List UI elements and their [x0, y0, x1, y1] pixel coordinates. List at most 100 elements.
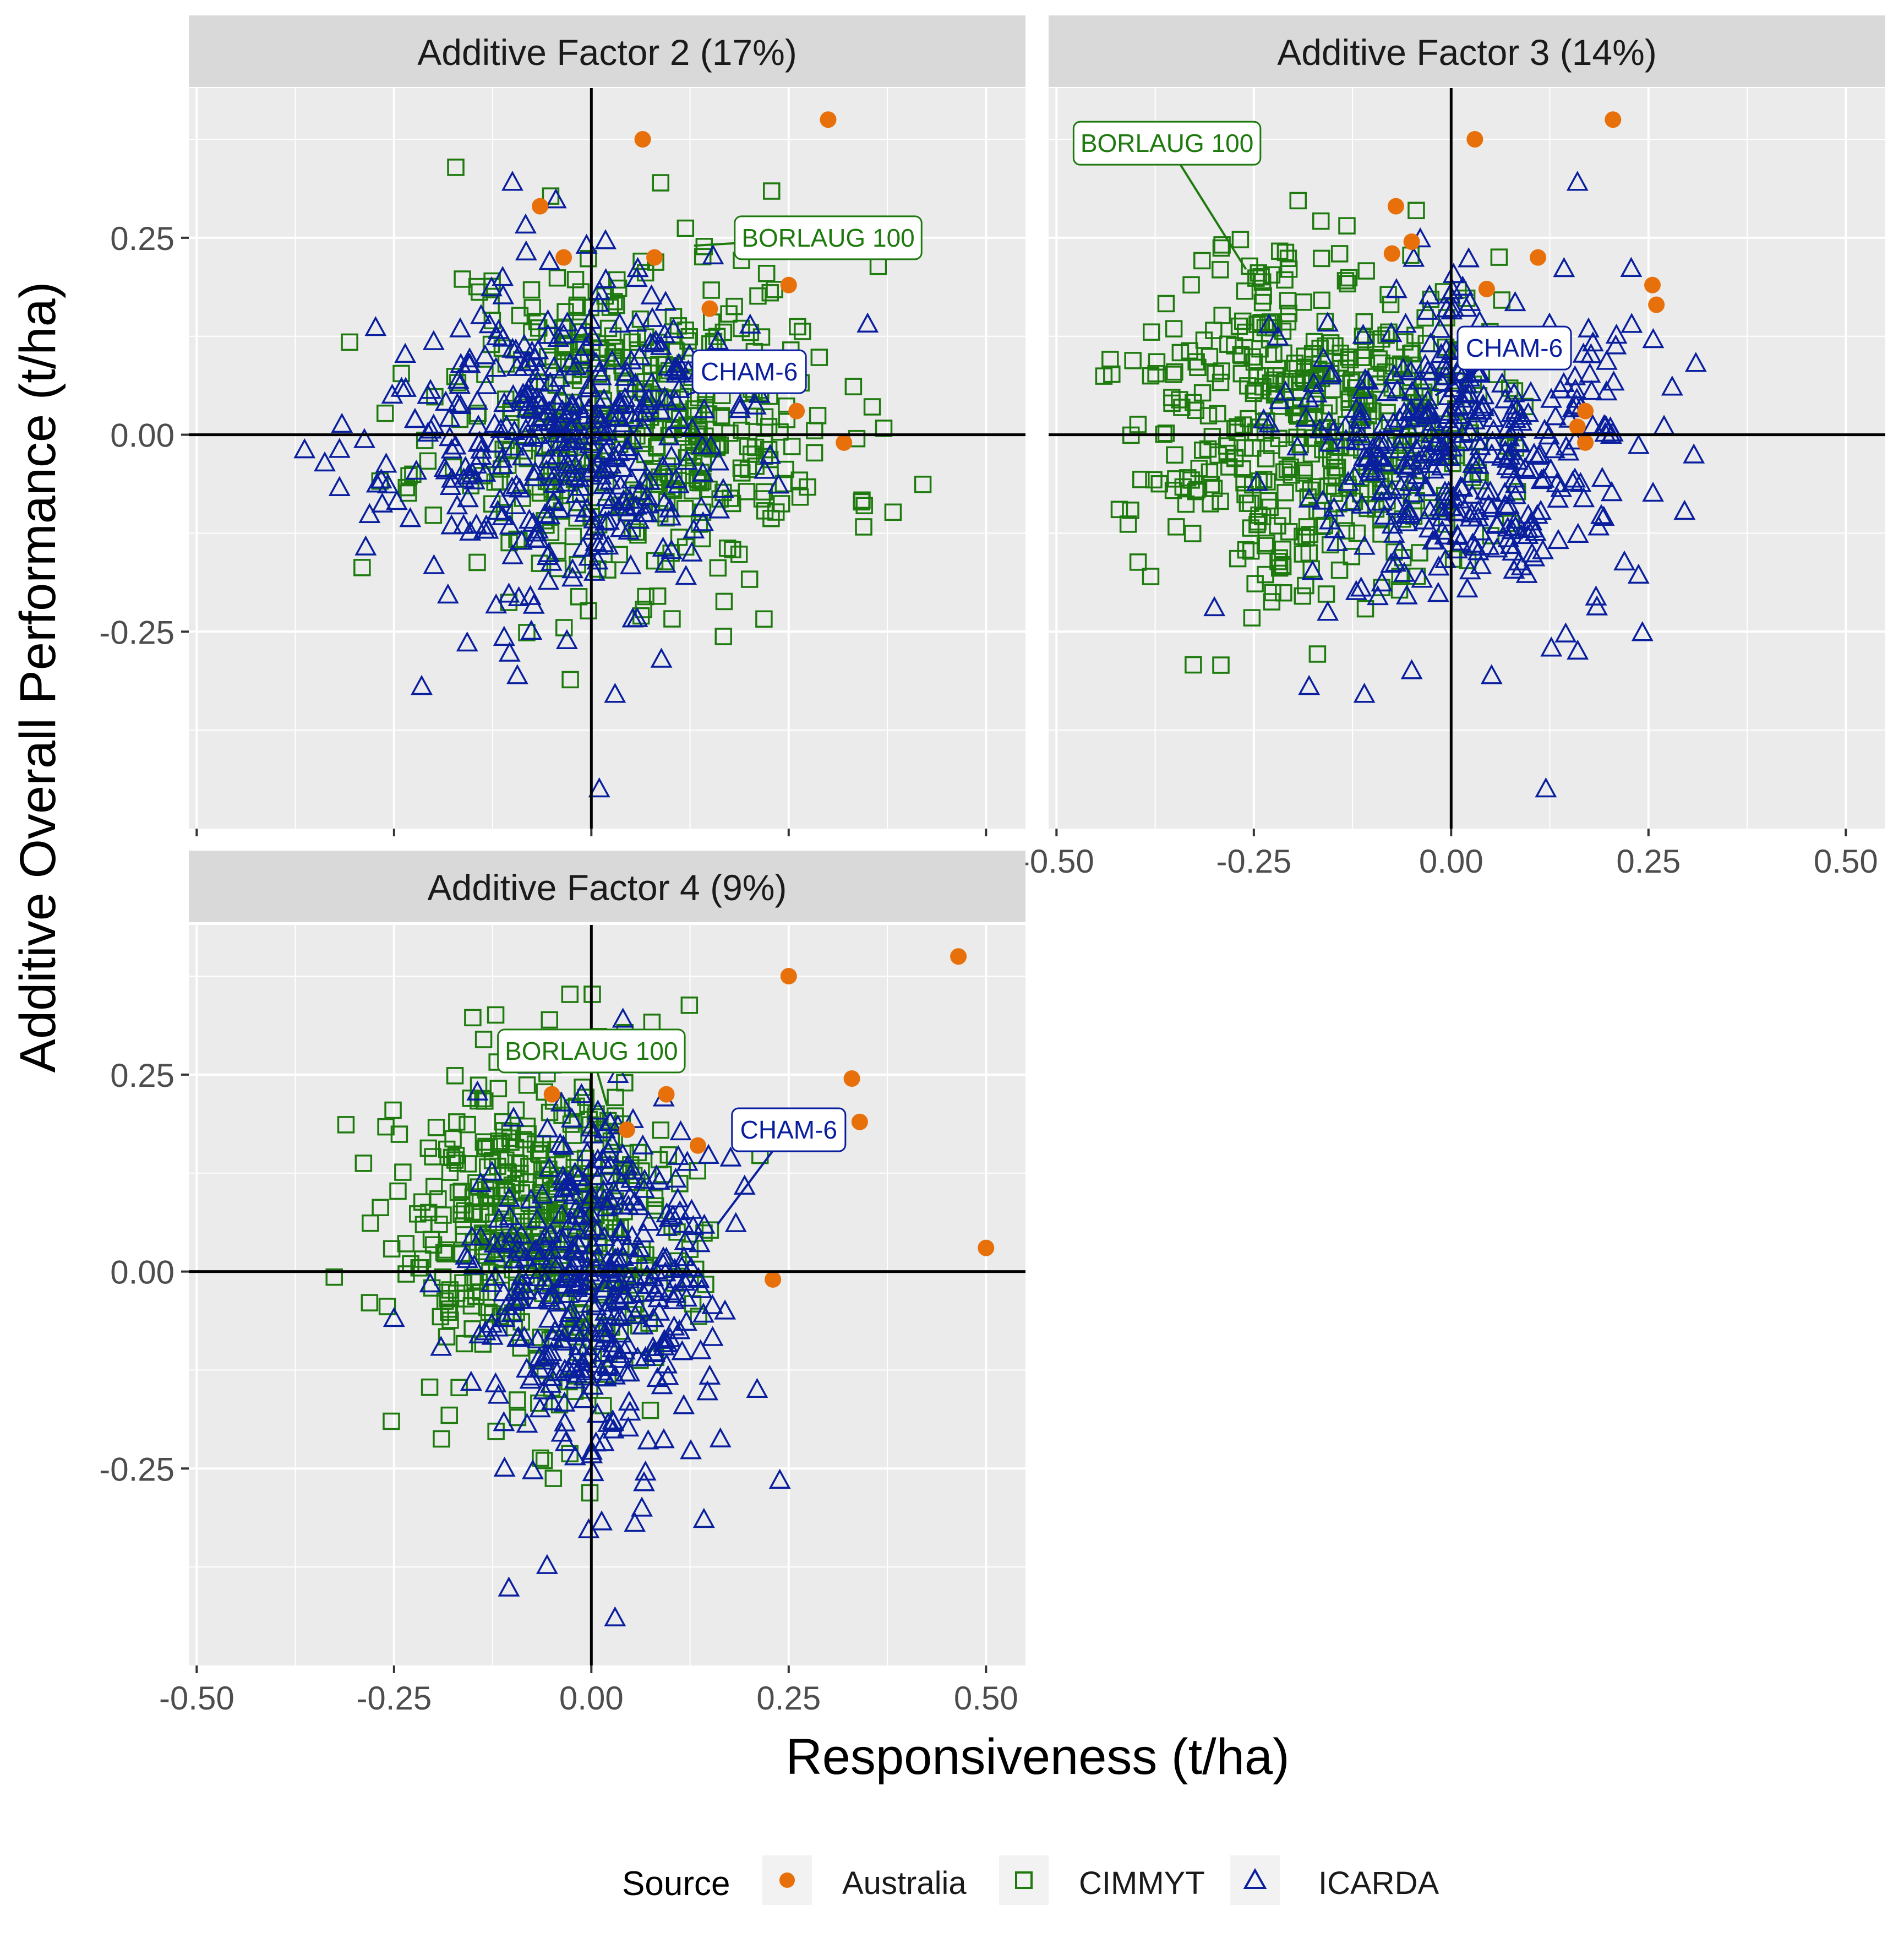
icarda-point	[1415, 476, 1438, 496]
cimmyt-point	[1269, 517, 1286, 535]
icarda-point	[600, 407, 623, 427]
icarda-point	[1382, 411, 1405, 432]
icarda-point	[744, 394, 767, 415]
cimmyt-point	[601, 1212, 619, 1231]
australia-point	[1478, 280, 1495, 297]
cimmyt-point	[1195, 331, 1213, 349]
cimmyt-point	[528, 313, 546, 330]
icarda-point	[582, 1374, 604, 1395]
icarda-point	[1390, 428, 1412, 449]
legend-entry-australia: Australia	[762, 1855, 967, 1905]
cimmyt-point	[700, 405, 718, 423]
icarda-point	[1352, 323, 1374, 344]
icarda-point	[417, 384, 439, 404]
icarda-point	[555, 629, 578, 650]
cimmyt-point	[690, 1308, 707, 1325]
australia-point	[820, 111, 837, 128]
cimmyt-point	[424, 1236, 443, 1254]
icarda-point	[519, 1369, 542, 1389]
icarda-point	[664, 1167, 687, 1188]
icarda-point	[719, 1146, 742, 1167]
icarda-point	[1317, 601, 1339, 621]
cimmyt-point	[372, 1199, 389, 1216]
icarda-point	[531, 1183, 554, 1204]
icarda-point	[405, 459, 428, 480]
legend-label-icarda: ICARDA	[1318, 1865, 1439, 1901]
icarda-point	[478, 313, 501, 334]
icarda-point	[701, 1294, 724, 1314]
cimmyt-point	[701, 1221, 719, 1239]
australia-point	[1605, 111, 1622, 128]
cimmyt-point	[433, 1430, 450, 1448]
australia-point	[634, 131, 651, 148]
cimmyt-point	[1205, 480, 1223, 497]
cimmyt-point	[468, 553, 486, 571]
icarda-point	[547, 1291, 569, 1312]
icarda-point	[481, 276, 503, 297]
cimmyt-point	[1243, 348, 1261, 366]
icarda-point	[444, 434, 467, 455]
icarda-point	[1472, 384, 1495, 405]
cimmyt-point	[453, 1196, 471, 1214]
icarda-point	[621, 1224, 643, 1245]
legend-symbol-cimmyt	[1015, 1871, 1033, 1889]
cimmyt-point	[570, 587, 588, 606]
icarda-point	[1605, 334, 1627, 355]
australia-point	[836, 434, 853, 451]
icarda-point	[1509, 432, 1531, 453]
icarda-point	[484, 432, 507, 453]
icarda-point	[1428, 496, 1451, 516]
cimmyt-point	[419, 1139, 438, 1157]
cimmyt-point	[1330, 245, 1349, 263]
icarda-point	[550, 1422, 573, 1442]
icarda-point	[1411, 568, 1433, 588]
icarda-point	[660, 539, 683, 559]
cimmyt-point	[715, 592, 733, 611]
icarda-point	[1400, 360, 1422, 380]
cimmyt-point	[771, 423, 789, 441]
icarda-point	[1395, 584, 1418, 605]
x-tick-label: -0.50	[1019, 843, 1094, 880]
icarda-point	[647, 1277, 669, 1298]
cimmyt-point	[1234, 312, 1252, 330]
icarda-point	[1317, 311, 1339, 332]
icarda-point	[1423, 529, 1446, 549]
cimmyt-point	[325, 1268, 343, 1286]
icarda-point	[601, 1337, 624, 1358]
icarda-point	[503, 435, 526, 456]
icarda-point	[1499, 534, 1522, 554]
icarda-point	[619, 1400, 641, 1421]
icarda-point	[492, 265, 514, 286]
icarda-point	[551, 1321, 574, 1341]
cimmyt-point	[777, 460, 794, 478]
cimmyt-point	[1229, 549, 1247, 568]
icarda-point	[767, 473, 790, 494]
cimmyt-point	[1193, 252, 1211, 270]
icarda-point	[610, 1172, 633, 1192]
icarda-point	[583, 1215, 605, 1236]
icarda-point	[1504, 418, 1526, 438]
cimmyt-point	[394, 1163, 412, 1181]
icarda-point	[527, 339, 549, 360]
icarda-point	[404, 407, 427, 428]
cimmyt-point	[652, 174, 669, 192]
icarda-point	[673, 1270, 696, 1291]
icarda-point	[601, 349, 624, 370]
cimmyt-point	[1209, 405, 1226, 423]
genotype-label: CHAM-6	[701, 357, 798, 386]
icarda-point	[1305, 382, 1328, 403]
cimmyt-point	[733, 319, 750, 337]
icarda-point	[487, 499, 509, 520]
icarda-point	[534, 1225, 557, 1245]
cimmyt-point	[648, 587, 667, 605]
icarda-point	[514, 213, 537, 234]
icarda-point	[515, 1278, 537, 1299]
icarda-point	[492, 505, 514, 525]
icarda-point	[1345, 421, 1368, 442]
icarda-point	[1389, 538, 1411, 559]
cimmyt-point	[637, 587, 654, 606]
icarda-point	[1452, 275, 1474, 296]
cimmyt-point	[1294, 587, 1311, 605]
cimmyt-point	[438, 1140, 456, 1158]
icarda-point	[609, 1305, 631, 1326]
